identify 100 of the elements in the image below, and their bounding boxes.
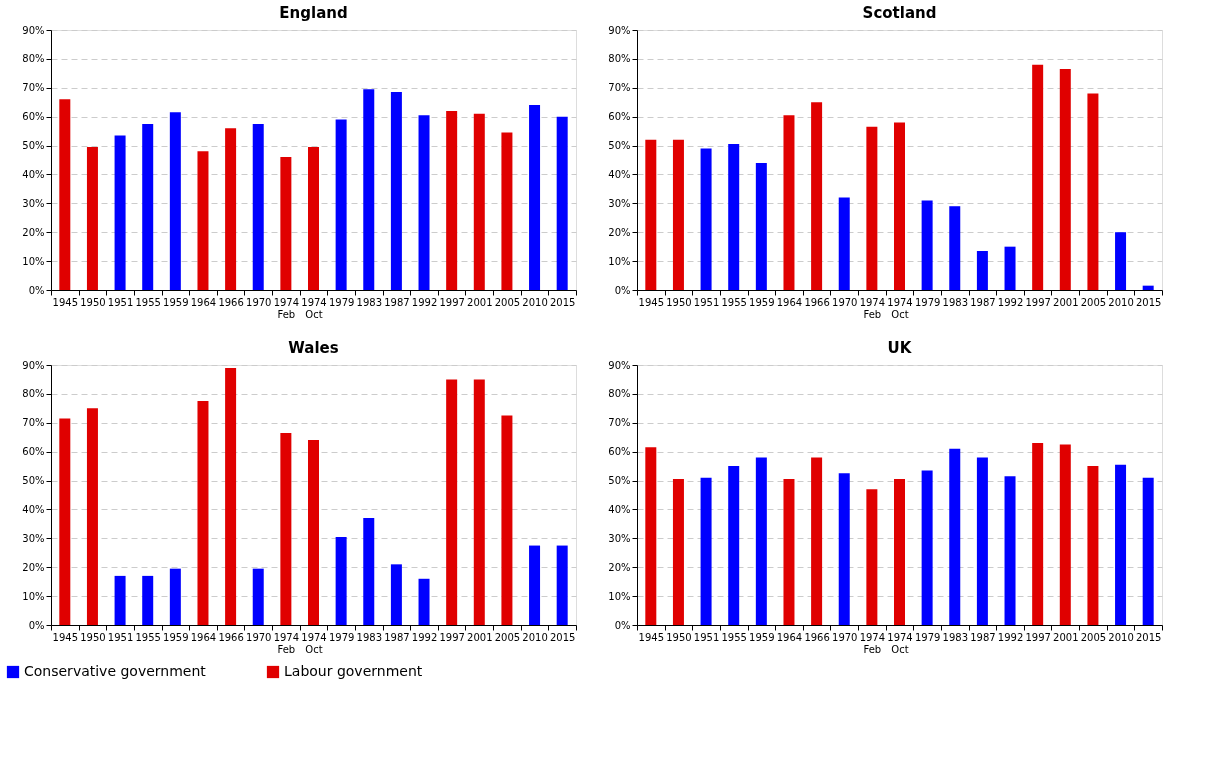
y-tick-label: 40%	[608, 168, 631, 180]
x-tick-label: 1970	[832, 631, 858, 643]
x-tick-label: 1959	[749, 296, 775, 308]
bar	[335, 536, 347, 625]
legend-label: Labour government	[284, 663, 423, 679]
x-tick-label: 1987	[384, 631, 410, 643]
y-tick-label: 0%	[28, 284, 45, 296]
bar	[142, 123, 154, 290]
chart-title: UK	[887, 339, 913, 357]
x-tick-label: 1966	[218, 296, 244, 308]
bar	[1087, 466, 1099, 625]
x-tick-label: 1992	[997, 296, 1024, 308]
bar	[225, 367, 237, 625]
bar	[169, 112, 181, 290]
x-tick-label: 2005	[494, 631, 521, 643]
x-tick-label: 1970	[246, 296, 272, 308]
y-tick-label: 0%	[614, 284, 631, 296]
x-tick-label: 1987	[970, 296, 996, 308]
bar	[949, 206, 961, 290]
x-tick-label: 1974 Oct	[301, 296, 327, 320]
x-tick-label: 1955	[135, 296, 161, 308]
x-tick-label: 1964	[190, 631, 217, 643]
x-tick-label: 2001	[467, 631, 493, 643]
y-tick-label: 90%	[22, 359, 45, 371]
x-tick-label: 2001	[1053, 296, 1079, 308]
x-tick-label: 1974 Feb	[273, 296, 300, 320]
bar	[894, 122, 905, 290]
bar	[1115, 232, 1127, 290]
x-tick-label: 1974 Oct	[887, 631, 913, 655]
bar	[142, 575, 154, 625]
bar	[197, 401, 209, 625]
y-tick-label: 10%	[22, 590, 45, 602]
y-tick-label: 30%	[22, 197, 45, 209]
bar	[811, 102, 823, 290]
bar	[335, 119, 347, 290]
bar	[556, 545, 568, 625]
bar	[529, 545, 541, 625]
bar	[225, 128, 237, 290]
bar	[921, 200, 933, 290]
bar	[280, 157, 292, 290]
y-tick-label: 50%	[22, 475, 45, 487]
y-tick-label: 90%	[22, 24, 45, 36]
x-tick-label: 1983	[942, 631, 968, 643]
bar	[1142, 477, 1154, 625]
bar	[280, 432, 292, 625]
x-tick-label: 1951	[693, 296, 720, 308]
y-tick-label: 20%	[22, 226, 45, 238]
x-tick-label: 1979	[328, 296, 355, 308]
x-tick-label: 1979	[914, 631, 941, 643]
x-tick-label: 1950	[666, 631, 692, 643]
bar	[1059, 69, 1071, 290]
x-tick-label: 2005	[1080, 631, 1107, 643]
x-tick-label: 1983	[356, 296, 382, 308]
x-tick-label: 2010	[1108, 296, 1134, 308]
y-tick-label: 20%	[22, 561, 45, 573]
y-tick-label: 70%	[608, 417, 631, 429]
x-tick-label: 1992	[997, 631, 1024, 643]
y-tick-label: 90%	[608, 359, 631, 371]
y-tick-label: 50%	[608, 475, 631, 487]
bar	[169, 568, 181, 625]
y-tick-label: 80%	[608, 53, 631, 65]
bar	[921, 470, 933, 625]
x-tick-label: 1959	[749, 631, 775, 643]
bar	[501, 415, 513, 625]
bar	[1004, 476, 1016, 625]
bar	[700, 148, 712, 290]
bar	[252, 568, 264, 625]
bar	[252, 123, 264, 290]
x-tick-label: 1950	[666, 296, 692, 308]
bar	[418, 115, 430, 290]
x-tick-label: 1945	[52, 631, 79, 643]
bar	[1032, 443, 1044, 625]
x-tick-label: 1997	[1025, 631, 1051, 643]
x-tick-label: 1959	[163, 631, 189, 643]
x-tick-label: 1992	[411, 631, 438, 643]
bar	[866, 126, 878, 290]
y-tick-label: 10%	[608, 255, 631, 267]
legend-label: Conservative government	[24, 663, 207, 679]
x-tick-label: 2010	[522, 631, 548, 643]
bar	[59, 99, 71, 290]
y-tick-label: 10%	[608, 590, 631, 602]
y-tick-label: 50%	[608, 140, 631, 152]
y-tick-label: 30%	[608, 197, 631, 209]
y-tick-label: 80%	[22, 53, 45, 65]
bar	[700, 477, 712, 625]
y-tick-label: 80%	[608, 388, 631, 400]
bar	[672, 479, 684, 625]
x-tick-label: 2001	[467, 296, 493, 308]
bar	[1142, 285, 1154, 290]
bar	[86, 147, 98, 290]
bar	[473, 113, 485, 290]
bar	[1059, 444, 1071, 625]
x-tick-label: 1974 Feb	[273, 631, 300, 655]
bar	[501, 132, 513, 290]
bar	[418, 578, 430, 625]
chart-title: England	[279, 4, 348, 22]
x-tick-label: 1950	[80, 631, 106, 643]
x-tick-label: 1955	[721, 296, 747, 308]
y-tick-label: 50%	[22, 140, 45, 152]
bar	[59, 418, 71, 625]
